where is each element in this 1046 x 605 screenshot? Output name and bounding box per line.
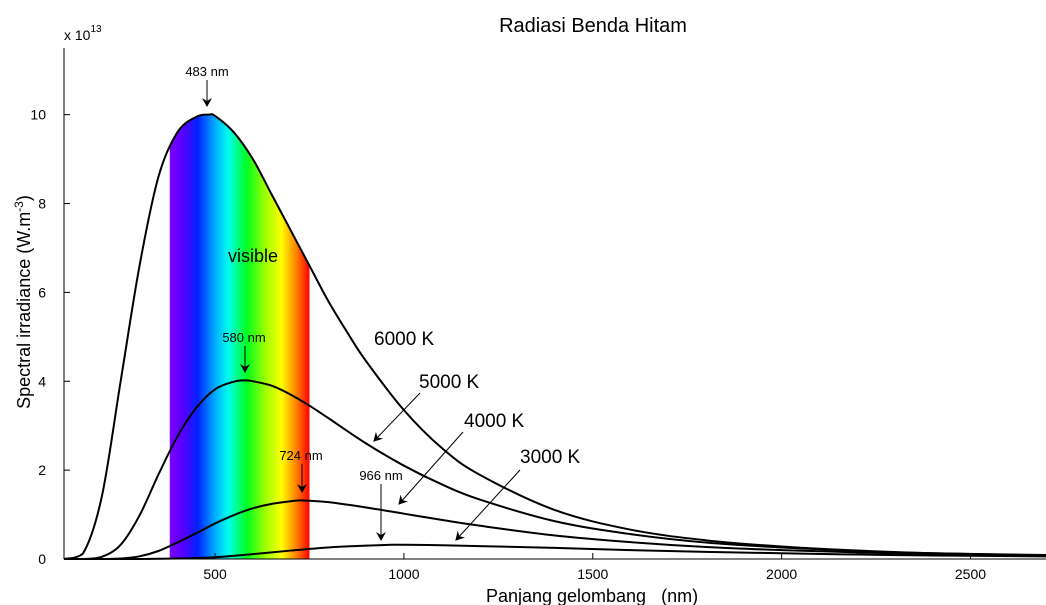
y-tick-label: 8 — [38, 196, 46, 212]
x-tick-label: 1000 — [388, 566, 419, 582]
x-tick-label: 500 — [203, 566, 227, 582]
y-multiplier: x 1013 — [64, 24, 102, 43]
arrow-series-4000k — [398, 431, 464, 505]
chart-title: Radiasi Benda Hitam — [499, 15, 687, 37]
series-label-3000k: 3000 K — [520, 447, 581, 468]
x-tick-label: 2500 — [955, 566, 986, 582]
x-axis-label: Panjang gelombang (nm) — [486, 586, 698, 605]
x-tick-label: 2000 — [766, 566, 797, 582]
y-axis-label-main: Spectral irradiance (W.m — [14, 212, 34, 409]
y-tick-label: 6 — [38, 284, 46, 300]
series-lines — [63, 113, 1046, 560]
series-line-5000k — [63, 379, 1046, 560]
y-multiplier-exponent: 13 — [90, 24, 102, 35]
y-multiplier-base: x 10 — [64, 27, 91, 43]
y-tick-label: 2 — [38, 462, 46, 478]
series-line-6000k — [63, 113, 1046, 560]
arrow-series-3000k — [455, 469, 521, 541]
series-label-6000k: 6000 K — [374, 329, 435, 350]
series-line-3000k — [63, 543, 1046, 560]
peak-label-724: 724 nm — [279, 448, 322, 463]
visible-label: visible — [228, 246, 278, 266]
y-axis-label-close: ) — [14, 195, 34, 201]
x-tick-label: 1500 — [577, 566, 608, 582]
y-tick-label: 0 — [38, 551, 46, 567]
y-tick-group: 0 2 4 6 8 10 — [30, 107, 70, 567]
y-tick-label: 10 — [30, 107, 46, 123]
annotation-arrows — [202, 80, 521, 541]
series-label-5000k: 5000 K — [419, 372, 480, 393]
series-line-4000k — [63, 499, 1046, 560]
peak-label-580: 580 nm — [222, 330, 265, 345]
y-tick-label: 4 — [38, 373, 46, 389]
arrow-series-5000k — [373, 392, 421, 442]
y-axis-label-sup: -3 — [12, 201, 26, 212]
x-tick-group: 500 1000 1500 2000 2500 — [203, 553, 986, 582]
peak-label-966: 966 nm — [359, 468, 402, 483]
peak-label-483: 483 nm — [185, 64, 228, 79]
series-label-4000k: 4000 K — [464, 411, 525, 432]
y-axis-label: Spectral irradiance (W.m-3) — [12, 195, 34, 409]
visible-spectrum-band — [169, 114, 310, 559]
